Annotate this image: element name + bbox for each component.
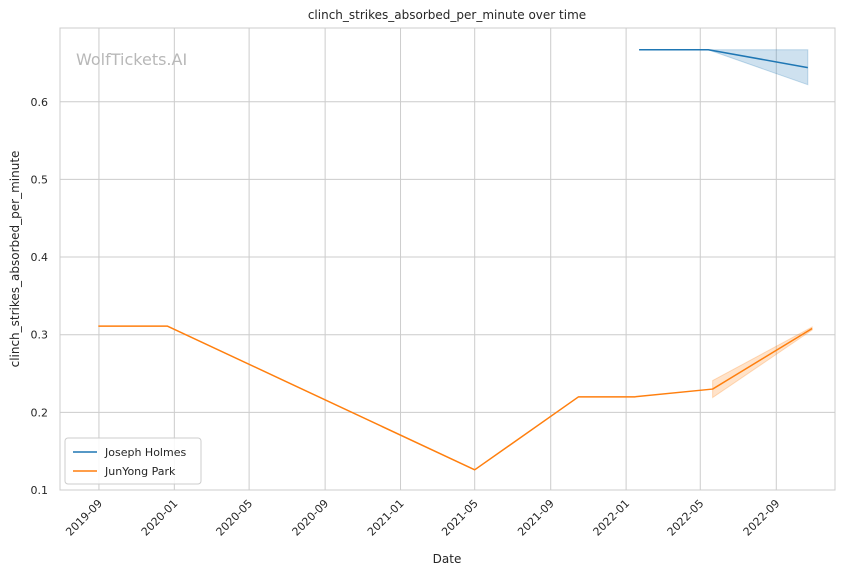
x-tick-label: 2020-05 <box>214 497 256 539</box>
plot-frame <box>59 27 836 491</box>
y-axis-label: clinch_strikes_absorbed_per_minute <box>8 151 22 368</box>
confidence-band-junyong-park <box>712 326 813 399</box>
watermark: WolfTickets.AI <box>76 50 187 69</box>
series-line-joseph-holmes <box>639 48 808 69</box>
x-tick-label: 2022-01 <box>591 497 633 539</box>
y-tick-label: 0.6 <box>31 96 49 109</box>
x-tick-label: 2022-05 <box>665 497 707 539</box>
y-tick-label: 0.3 <box>31 329 49 342</box>
legend-box <box>64 437 202 485</box>
x-tick-label: 2019-09 <box>63 497 105 539</box>
x-axis-label: Date <box>433 552 462 566</box>
chart-title: clinch_strikes_absorbed_per_minute over … <box>308 8 586 22</box>
x-tick-label: 2020-01 <box>139 497 181 539</box>
series-lines <box>98 48 813 471</box>
legend: Joseph Holmes JunYong Park <box>64 437 202 485</box>
x-tick-label: 2020-09 <box>290 497 332 539</box>
legend-label-junyong-park: JunYong Park <box>104 465 176 478</box>
y-tick-label: 0.2 <box>31 406 49 419</box>
y-tick-label: 0.5 <box>31 173 49 186</box>
y-axis-ticks: 0.1 0.2 0.3 0.4 0.5 0.6 <box>31 96 49 497</box>
y-tick-label: 0.4 <box>31 251 49 264</box>
x-tick-label: 2021-09 <box>515 497 557 539</box>
series-line-junyong-park <box>98 325 813 471</box>
y-tick-label: 0.1 <box>31 484 49 497</box>
x-tick-label: 2021-01 <box>365 497 407 539</box>
x-tick-label: 2021-05 <box>439 497 481 539</box>
legend-label-joseph-holmes: Joseph Holmes <box>104 446 186 459</box>
x-axis-ticks: 2019-09 2020-01 2020-05 2020-09 2021-01 2021-… <box>63 497 782 539</box>
x-tick-label: 2022-09 <box>741 497 783 539</box>
plot-background <box>60 28 835 490</box>
